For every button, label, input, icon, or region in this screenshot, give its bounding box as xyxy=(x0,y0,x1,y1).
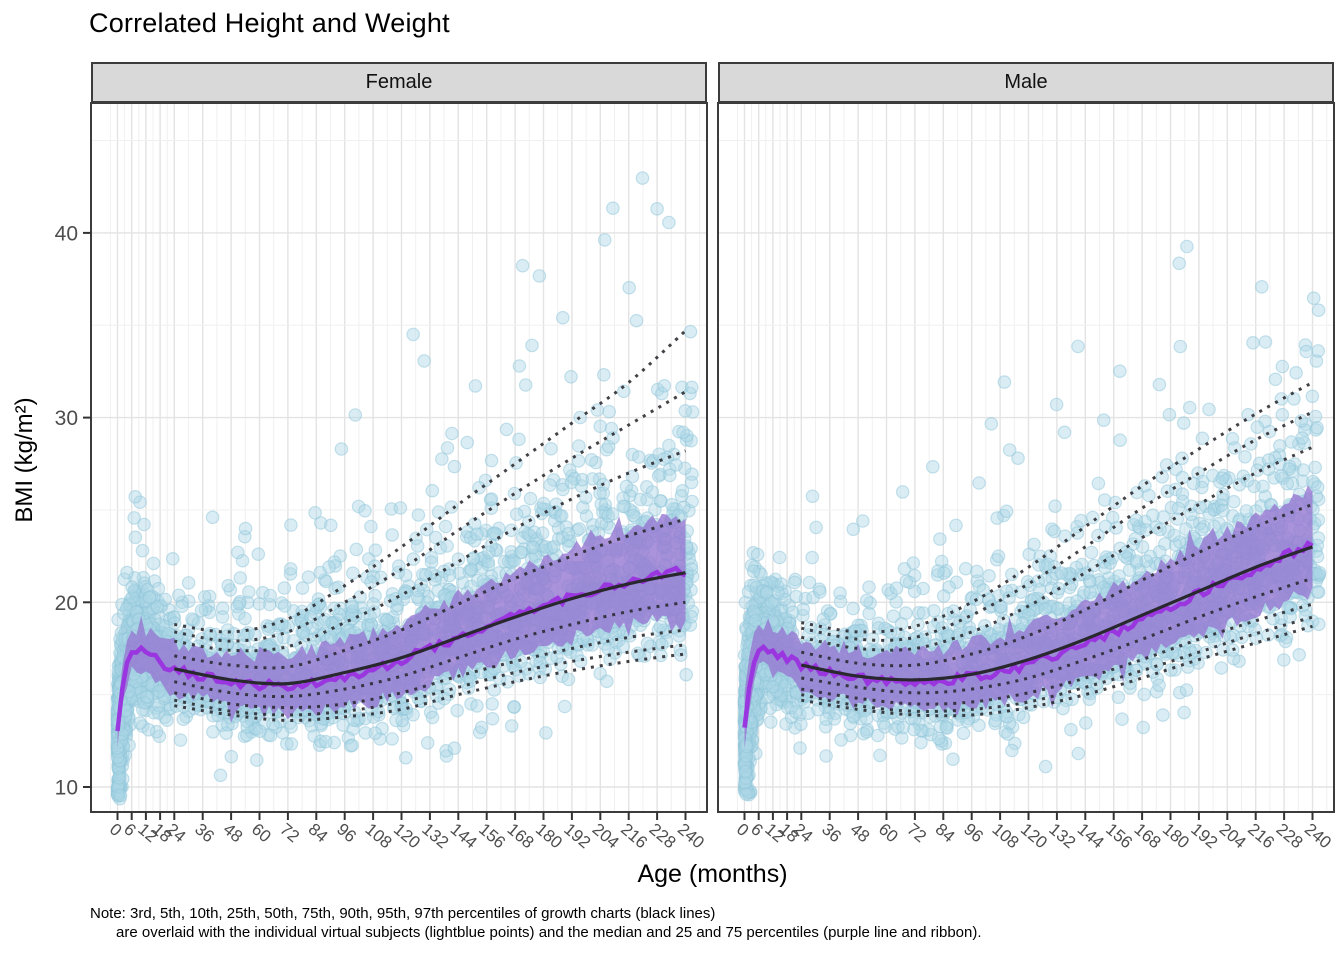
scatter-points xyxy=(737,239,1327,802)
x-tick-label: 144 xyxy=(447,820,481,853)
note-line-2: are overlaid with the individual virtual… xyxy=(116,924,982,941)
x-tick-label: 228 xyxy=(646,820,680,853)
percentile-line-P90 xyxy=(174,449,687,653)
percentile-line-P3 xyxy=(174,652,686,723)
y-tick-label: 30 xyxy=(55,407,78,430)
x-tick-label: 168 xyxy=(1131,820,1165,853)
x-tick-label: 72 xyxy=(276,820,303,847)
y-axis: 10 20 30 40 xyxy=(55,222,91,800)
x-tick-label: 96 xyxy=(333,820,360,847)
x-tick-label: 48 xyxy=(220,820,247,847)
note-line-1: Note: 3rd, 5th, 10th, 25th, 50th, 75th, … xyxy=(90,905,716,922)
percentile-line-P75 xyxy=(174,517,686,670)
x-tick-label: 240 xyxy=(674,820,708,853)
x-tick-label: 180 xyxy=(1159,820,1193,853)
x-tick-label: 216 xyxy=(1244,820,1278,853)
y-tick-label: 10 xyxy=(55,777,78,800)
facet-strip-female-label: Female xyxy=(365,71,433,93)
percentile-line-P50 xyxy=(174,571,686,686)
x-tick-label: 132 xyxy=(418,820,452,853)
percentile-line-P50 xyxy=(801,545,1314,682)
x-tick-label: 156 xyxy=(1102,820,1136,853)
x-tick-label: 96 xyxy=(960,820,987,847)
x-tick-label: 216 xyxy=(617,820,651,853)
x-tick-label: 132 xyxy=(1045,820,1079,853)
x-tick-label: 240 xyxy=(1301,820,1335,853)
x-tick-label: 84 xyxy=(305,820,332,847)
chart-title: Correlated Height and Weight xyxy=(89,8,450,38)
x-tick-label: 84 xyxy=(932,820,959,847)
x-tick-label: 120 xyxy=(1017,820,1051,853)
x-tick-label: 192 xyxy=(1187,820,1221,853)
x-tick-label: 108 xyxy=(989,820,1023,853)
panel-border xyxy=(717,102,1335,813)
x-tick-label: 60 xyxy=(248,820,275,847)
percentile-line-P97 xyxy=(801,381,1314,634)
x-tick-label: 36 xyxy=(818,820,845,847)
x-tick-label: 204 xyxy=(589,820,623,853)
scatter-points xyxy=(110,171,700,806)
x-tick-label: 192 xyxy=(560,820,594,853)
x-tick-label: 108 xyxy=(362,820,396,853)
percentile-line-P5 xyxy=(174,643,686,717)
x-tick-label: 72 xyxy=(903,820,930,847)
x-tick-label: 120 xyxy=(390,820,424,853)
facet-strip-female: Female xyxy=(91,62,707,103)
chart-note: Note: 3rd, 5th, 10th, 25th, 50th, 75th, … xyxy=(90,904,982,942)
x-tick-label: 228 xyxy=(1273,820,1307,853)
y-tick-label: 20 xyxy=(55,592,78,615)
x-tick-label: 48 xyxy=(847,820,874,847)
x-tick-label: 168 xyxy=(504,820,538,853)
x-tick-label: 180 xyxy=(532,820,566,853)
x-tick-label: 60 xyxy=(875,820,902,847)
x-axis-label: Age (months) xyxy=(637,860,788,888)
panel-border xyxy=(90,102,708,813)
percentile-line-P95 xyxy=(801,410,1314,642)
facet-strip-male-label: Male xyxy=(1004,71,1048,93)
x-tick-label: 36 xyxy=(191,820,218,847)
y-tick-label: 40 xyxy=(55,222,78,245)
x-tick-label: 204 xyxy=(1216,820,1250,853)
subject-median-line xyxy=(115,565,687,732)
percentile-line-P10 xyxy=(174,628,686,710)
percentile-line-P90 xyxy=(801,445,1314,652)
x-tick-label: 156 xyxy=(475,820,509,853)
percentile-line-P75 xyxy=(801,503,1314,668)
x-tick-label: 144 xyxy=(1074,820,1108,853)
y-axis-label: BMI (kg/m²) xyxy=(11,397,38,523)
